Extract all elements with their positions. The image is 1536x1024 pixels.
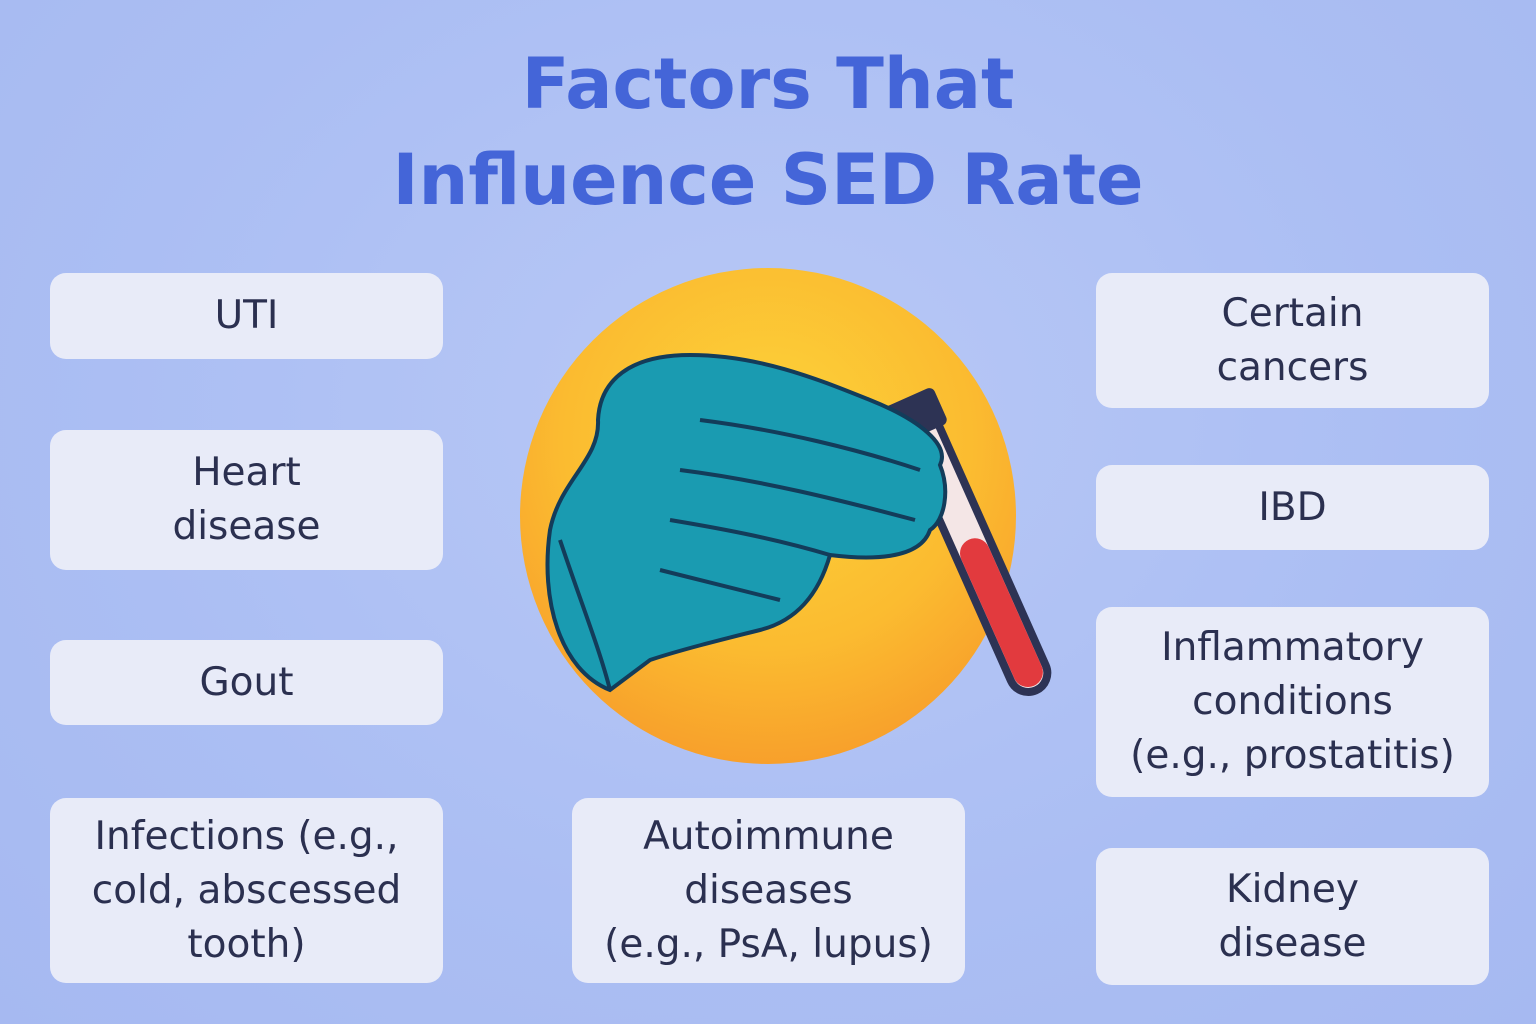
factor-text: Kidney (1226, 866, 1359, 912)
hand-lines (558, 418, 921, 691)
factor-box: UTI (50, 273, 443, 359)
factor-text: (e.g., prostatitis) (1130, 733, 1455, 778)
gloved-hand (545, 352, 948, 693)
factor-box: Autoimmune diseases (e.g., PsA, lupus) (572, 798, 965, 983)
title-line: Factors That (521, 43, 1015, 125)
factor-box: Heart disease (50, 430, 443, 570)
factor-text: Certain (1221, 290, 1364, 336)
factor-text: tooth) (187, 921, 306, 967)
factor-box: Gout (50, 640, 443, 725)
factor-text: Gout (199, 659, 294, 705)
factor-text: Autoimmune (643, 813, 894, 859)
factor-box: Certain cancers (1096, 273, 1489, 408)
factor-text: diseases (684, 867, 853, 913)
factor-text: Heart (192, 450, 301, 495)
factor-text: UTI (214, 293, 279, 338)
factor-text: conditions (1192, 679, 1393, 724)
factor-text: cold, abscessed (91, 867, 402, 913)
factor-text: Infections (e.g., (94, 813, 399, 859)
title-line: Influence SED Rate (392, 139, 1144, 221)
factor-text: IBD (1258, 484, 1327, 530)
factor-text: (e.g., PsA, lupus) (604, 921, 933, 967)
factor-box: Infections (e.g., cold, abscessed tooth) (50, 798, 443, 983)
factor-text: cancers (1216, 344, 1369, 390)
factor-text: Inflammatory (1161, 625, 1424, 670)
title: Factors That Influence SED Rate (0, 36, 1536, 228)
factor-box: Kidney disease (1096, 848, 1489, 985)
factor-text: disease (1218, 920, 1367, 966)
factor-text: disease (172, 504, 321, 549)
factor-box: Inflammatory conditions (e.g., prostatit… (1096, 607, 1489, 797)
factor-box: IBD (1096, 465, 1489, 550)
